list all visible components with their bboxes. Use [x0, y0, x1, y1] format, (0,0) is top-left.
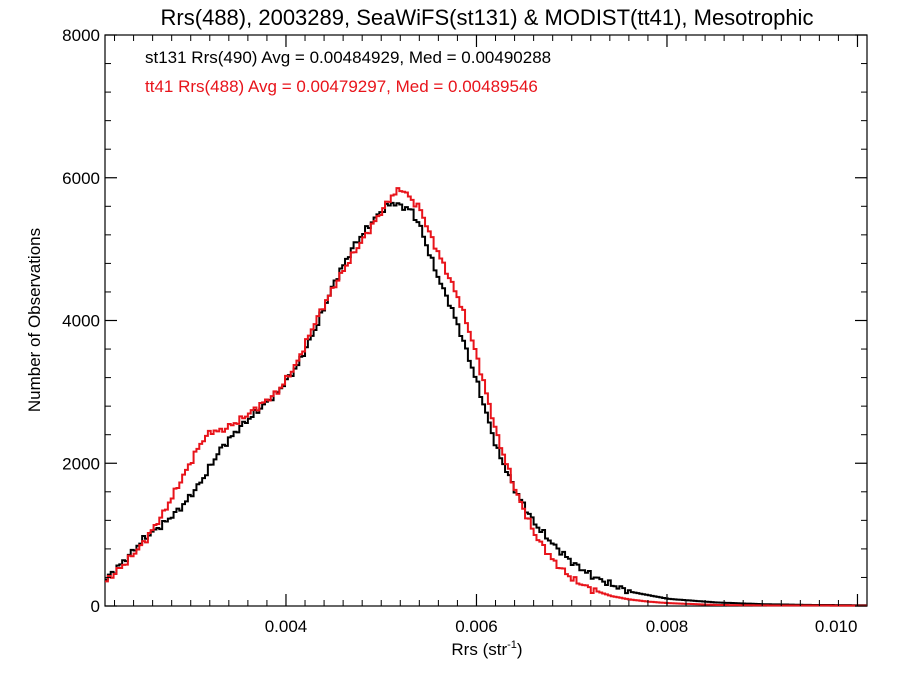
- y-tick-label: 2000: [62, 454, 100, 473]
- x-tick-label: 0.008: [646, 617, 689, 636]
- y-tick-label: 0: [91, 597, 100, 616]
- x-axis-ticks: 0.004 0.006 0.008 0.010: [114, 35, 859, 636]
- y-tick-label: 6000: [62, 169, 100, 188]
- series-layer: [105, 187, 867, 607]
- series-line-2: [105, 187, 867, 607]
- chart-title: Rrs(488), 2003289, SeaWiFS(st131) & MODI…: [161, 5, 814, 30]
- x-tick-label: 0.006: [455, 617, 498, 636]
- x-tick-label: 0.004: [265, 617, 308, 636]
- legend: st131 Rrs(490) Avg = 0.00484929, Med = 0…: [145, 48, 551, 96]
- y-axis-ticks: 0 2000 4000 6000 8000: [62, 26, 867, 616]
- y-axis-label: Number of Observations: [25, 228, 44, 412]
- x-tick-label: 0.010: [815, 617, 858, 636]
- y-tick-label: 8000: [62, 26, 100, 45]
- legend-entry-2: tt41 Rrs(488) Avg = 0.00479297, Med = 0.…: [145, 77, 538, 96]
- plot-frame: [104, 34, 868, 607]
- x-axis-label: Rrs (str-1): [451, 639, 522, 659]
- y-tick-label: 4000: [62, 312, 100, 331]
- series-line-1: [105, 201, 867, 607]
- plot-border: [104, 34, 868, 607]
- legend-entry-1: st131 Rrs(490) Avg = 0.00484929, Med = 0…: [145, 48, 551, 67]
